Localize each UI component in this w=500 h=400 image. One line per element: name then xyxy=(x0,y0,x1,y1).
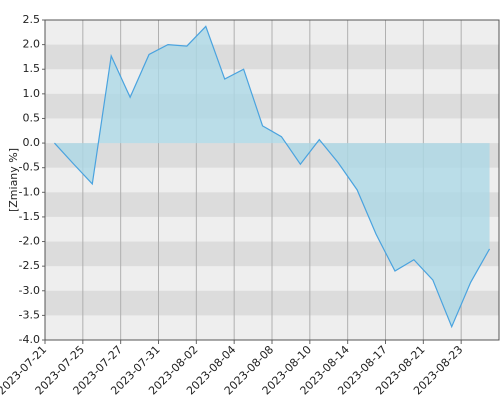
y-tick-label: 2.5 xyxy=(23,13,41,26)
y-tick-label: -4.0 xyxy=(19,333,40,346)
line xyxy=(54,25,491,329)
y-tick-label: 2.0 xyxy=(23,38,41,51)
y-tick-label: -1.0 xyxy=(19,185,40,198)
y-tick-label: 0.5 xyxy=(23,111,41,124)
y-tick-label: 1.0 xyxy=(23,87,41,100)
y-tick-label: -0.5 xyxy=(19,161,40,174)
y-tick-label: 0.0 xyxy=(23,136,41,149)
plot-frame xyxy=(44,19,500,341)
y-tick-label: -3.5 xyxy=(19,308,40,321)
y-axis-label: [Zmiany %] xyxy=(7,148,20,212)
y-tick-label: -2.0 xyxy=(19,235,40,248)
y-tick-label: -1.5 xyxy=(19,210,40,223)
area xyxy=(54,26,490,327)
y-tick-label: -2.5 xyxy=(19,259,40,272)
y-tick-label: -3.0 xyxy=(19,284,40,297)
y-tick-label: 1.5 xyxy=(23,62,41,75)
